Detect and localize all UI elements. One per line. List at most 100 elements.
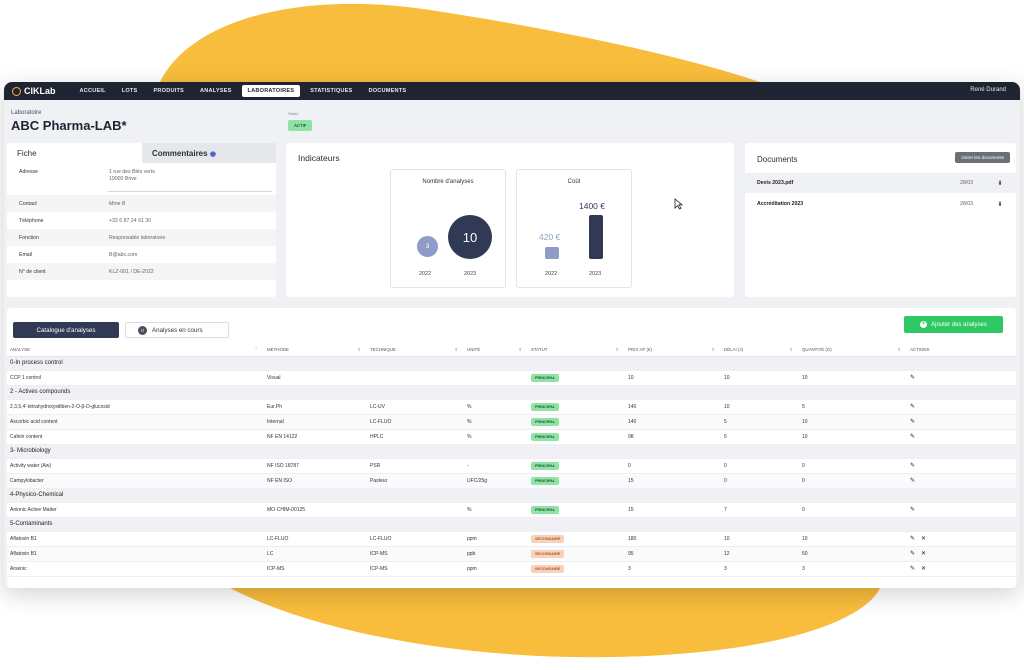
col-label: QUANTITÉ (G) [802,346,832,352]
nav-item-analyses[interactable]: ANALYSES [200,88,232,94]
col-technique[interactable]: TECHNIQUE ⇕ [367,344,464,357]
edit-icon[interactable]: ✎ [910,507,916,513]
delete-icon[interactable]: ✕ [921,551,927,557]
document-row[interactable]: Accréditation 2023 28/03 ⬇ [745,194,1016,214]
col-actions: ACTIONS [907,344,1016,357]
tab-analyses-en-cours-label: Analyses en cours [152,326,203,334]
sort-icon[interactable]: ⇕ [454,346,458,352]
document-name: Devis 2023.pdf [757,180,794,186]
nav-item-accueil[interactable]: ACCUEIL [79,88,106,94]
statut-cell: PRINCIPAL [528,502,625,518]
document-row[interactable]: Devis 2023.pdf 28/03 ⬇ [745,173,1016,193]
edit-icon[interactable]: ✎ [910,375,916,381]
edit-icon[interactable]: ✎ [910,566,916,572]
cell-t: Pasteur [367,473,464,489]
col-methode[interactable]: MÉTHODE ⇕ [264,344,367,357]
col-delai[interactable]: DÉLAI (J) ⇕ [721,344,799,357]
edit-icon[interactable]: ✎ [910,463,916,469]
cell-a: Aflatoxin B1 [7,531,264,547]
edit-icon[interactable]: ✎ [910,536,916,542]
status-label: Statut [288,111,299,116]
table-row[interactable]: CCP 1 control Visual PRINCIPAL 10 10 10 ✎ [7,370,1016,386]
table-row[interactable]: Campylobacter NF EN ISO Pasteur UFC/25g PRIN… [7,473,1016,489]
nav-item-documents[interactable]: DOCUMENTS [368,88,407,94]
tab-commentaires[interactable]: Commentaires ◉ [142,143,276,163]
cout-2022-label: 420 € [539,232,561,242]
nav-item-produits[interactable]: PRODUITS [153,88,184,94]
document-date: 28/03 [960,201,973,207]
col-statut[interactable]: STATUT ⇕ [528,344,625,357]
col-quantite[interactable]: QUANTITÉ (G) ⇕ [799,344,907,357]
tab-catalogue[interactable]: Catalogue d'analyses [13,322,119,338]
address-label: Adresse [19,169,39,175]
cell-t: ICP-MS [367,546,464,562]
sort-icon[interactable]: ⇕ [711,346,715,352]
sort-icon[interactable]: ⇕ [518,346,522,352]
user-menu[interactable]: René Durand [970,87,1006,93]
cell-m: Internal [264,414,367,430]
cell-p: 98 [625,429,721,445]
address-line2: 19000 Brive [109,176,137,182]
sort-icon[interactable]: ⇕ [789,346,793,352]
col-analyse[interactable]: ANALYSE ⌃ [7,344,264,357]
group-row: 4-Physico-Chemical [7,488,1016,503]
download-icon[interactable]: ⬇ [997,201,1003,208]
statut-cell: SECONDAIRE [528,561,625,577]
tab-commentaires-label: Commentaires [152,149,208,158]
nav-item-laboratoires[interactable]: LABORATOIRES [241,85,301,97]
cursor-icon [674,198,683,210]
statut-cell: SECONDAIRE [528,546,625,562]
delete-icon[interactable]: ✕ [921,536,927,542]
actions-cell: ✎ [907,458,1016,474]
cell-p: 140 [625,399,721,415]
cell-t: PSR [367,458,464,474]
edit-icon[interactable]: ✎ [910,404,916,410]
add-analyses-button[interactable]: + Ajouter des analyses [904,316,1003,333]
cell-d: 7 [721,502,799,518]
delete-icon[interactable]: ✕ [921,566,927,572]
analyses-table: ANALYSE ⌃ MÉTHODE ⇕ TECHNIQUE ⇕ UNITÉ ⇕ STAT… [7,344,1016,577]
edit-icon[interactable]: ✎ [910,419,916,425]
tab-analyses-en-cours[interactable]: 0 Analyses en cours [125,322,229,338]
table-row[interactable]: Anionic Active Matter MO-CHIM-00125% PRINC… [7,502,1016,518]
table-row[interactable]: Arsenic ICP-MS ICP-MS ppm SECONDAIRE 3 3 3 ✎ ✕ [7,561,1016,577]
status-badge: ACTIF [288,120,313,131]
address-textarea[interactable] [108,166,272,192]
nav-item-statistiques[interactable]: STATISTIQUES [310,88,353,94]
nav-item-lots[interactable]: LOTS [121,88,138,94]
table-row[interactable]: 2,3,5,4'-tétrahydroxystilben-2-O-β-D-glu… [7,399,1016,415]
sort-icon[interactable]: ⌃ [254,346,258,352]
sort-icon[interactable]: ⇕ [357,346,361,352]
edit-icon[interactable]: ✎ [910,551,916,557]
edit-icon[interactable]: ✎ [910,478,916,484]
cell-q: 0 [799,458,907,474]
cell-a: Campylobacter [7,473,264,489]
year-label-2022: 2022 [545,271,558,277]
manage-documents-button[interactable]: Gérer les documents [955,152,1010,163]
fiche-card: Fiche Commentaires ◉ Adresse 1 rue des B… [7,143,276,297]
cell-t [367,370,464,386]
col-unite[interactable]: UNITÉ ⇕ [464,344,528,357]
brand-logo[interactable]: ClKLab [12,86,56,96]
table-row[interactable]: Ascorbic acid content Internal LC-FLUO% PRI… [7,414,1016,430]
table-row[interactable]: Cafein content NF EN 14122 HPLC% PRINCIPAL 9… [7,429,1016,445]
cout-2023-bar [589,215,603,259]
tab-fiche[interactable]: Fiche [7,143,142,163]
sort-icon[interactable]: ⇕ [615,346,619,352]
table-row[interactable]: Aflatoxin B1 LC-FLUO LC-FLUO ppm SECONDAIRE 1… [7,531,1016,547]
sort-icon[interactable]: ⇕ [897,346,901,352]
year-label-2022: 2022 [419,271,432,277]
table-row[interactable]: Activity water (Aw) NF ISO 18787 PSR - PRINC… [7,458,1016,474]
edit-icon[interactable]: ✎ [910,434,916,440]
col-prix[interactable]: PRIX HT (€) ⇕ [625,344,721,357]
cell-m: Eur.Ph [264,399,367,415]
download-icon[interactable]: ⬇ [997,180,1003,187]
actions-cell: ✎ [907,429,1016,445]
cell-q: 10 [799,429,907,445]
cell-d: 5 [721,429,799,445]
cell-d: 10 [721,370,799,386]
table-row[interactable]: Aflatoxin B1 LC ICP-MS ppb SECONDAIRE 95 12 50 ✎… [7,546,1016,562]
statut-cell: PRINCIPAL [528,414,625,430]
cell-q: 5 [799,399,907,415]
